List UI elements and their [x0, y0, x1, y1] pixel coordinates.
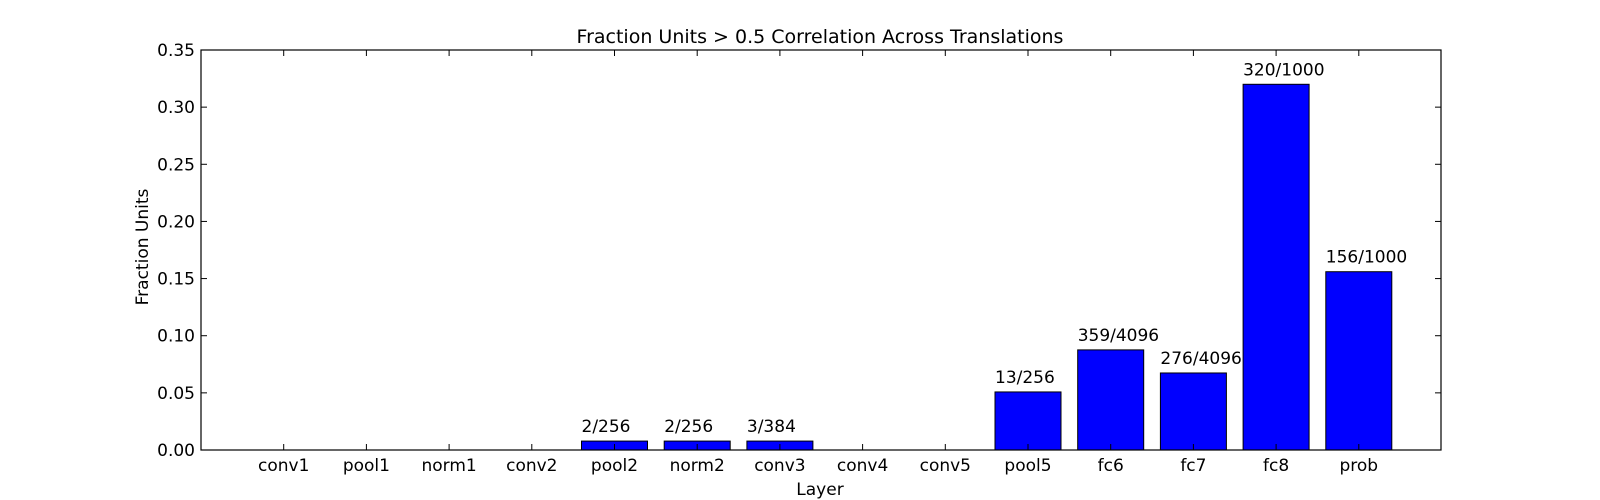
x-tick-label-conv2: conv2 — [506, 456, 557, 476]
bar-label-fc7: 276/4096 — [1160, 349, 1241, 369]
bars — [581, 83, 1393, 451]
x-tick-label-conv4: conv4 — [837, 456, 888, 476]
x-tick-label-fc7: fc7 — [1180, 456, 1206, 476]
bar-fc8 — [1242, 83, 1310, 451]
x-axis-ticks: conv1 pool1 norm1 conv2 pool2 norm2 conv3 conv4… — [258, 50, 1378, 476]
y-tick-label: 0.05 — [157, 384, 195, 404]
x-tick-label-pool1: pool1 — [343, 456, 390, 476]
y-axis-ticks: 0.00 0.05 0.10 0.15 0.20 0.25 0.30 0.35 — [157, 41, 1441, 461]
chart-title: Fraction Units > 0.5 Correlation Across … — [577, 26, 1064, 48]
x-tick-label-conv5: conv5 — [920, 456, 971, 476]
bar-label-prob: 156/1000 — [1326, 248, 1407, 268]
bar-fc7 — [1159, 372, 1227, 451]
x-tick-label-fc8: fc8 — [1263, 456, 1289, 476]
y-tick-label: 0.35 — [157, 41, 195, 61]
y-tick-label: 0.15 — [157, 270, 195, 290]
y-tick-label: 0.20 — [157, 212, 195, 232]
x-tick-label-conv1: conv1 — [258, 456, 309, 476]
x-tick-label-norm2: norm2 — [670, 456, 725, 476]
bar-label-norm2: 2/256 — [664, 417, 713, 437]
x-tick-label-conv3: conv3 — [754, 456, 805, 476]
x-tick-label-pool2: pool2 — [591, 456, 638, 476]
bar-label-fc6: 359/4096 — [1078, 326, 1159, 346]
bar-pool5 — [994, 391, 1062, 451]
bar-fc6 — [1077, 349, 1145, 451]
bar-label-conv3: 3/384 — [747, 417, 796, 437]
y-tick-label: 0.10 — [157, 327, 195, 347]
y-tick-label: 0.00 — [157, 441, 195, 461]
bar-label-pool5: 13/256 — [995, 368, 1055, 388]
x-axis-label: Layer — [796, 480, 843, 500]
plot-frame — [200, 49, 1442, 451]
y-tick-label: 0.30 — [157, 98, 195, 118]
bar-label-pool2: 2/256 — [582, 417, 631, 437]
x-tick-label-prob: prob — [1339, 456, 1378, 476]
x-tick-label-fc6: fc6 — [1098, 456, 1124, 476]
x-tick-label-pool5: pool5 — [1004, 456, 1051, 476]
x-tick-label-norm1: norm1 — [421, 456, 476, 476]
y-tick-label: 0.25 — [157, 155, 195, 175]
y-axis-label: Fraction Units — [133, 188, 153, 305]
bar-label-fc8: 320/1000 — [1243, 60, 1324, 80]
bar-prob — [1325, 271, 1393, 451]
